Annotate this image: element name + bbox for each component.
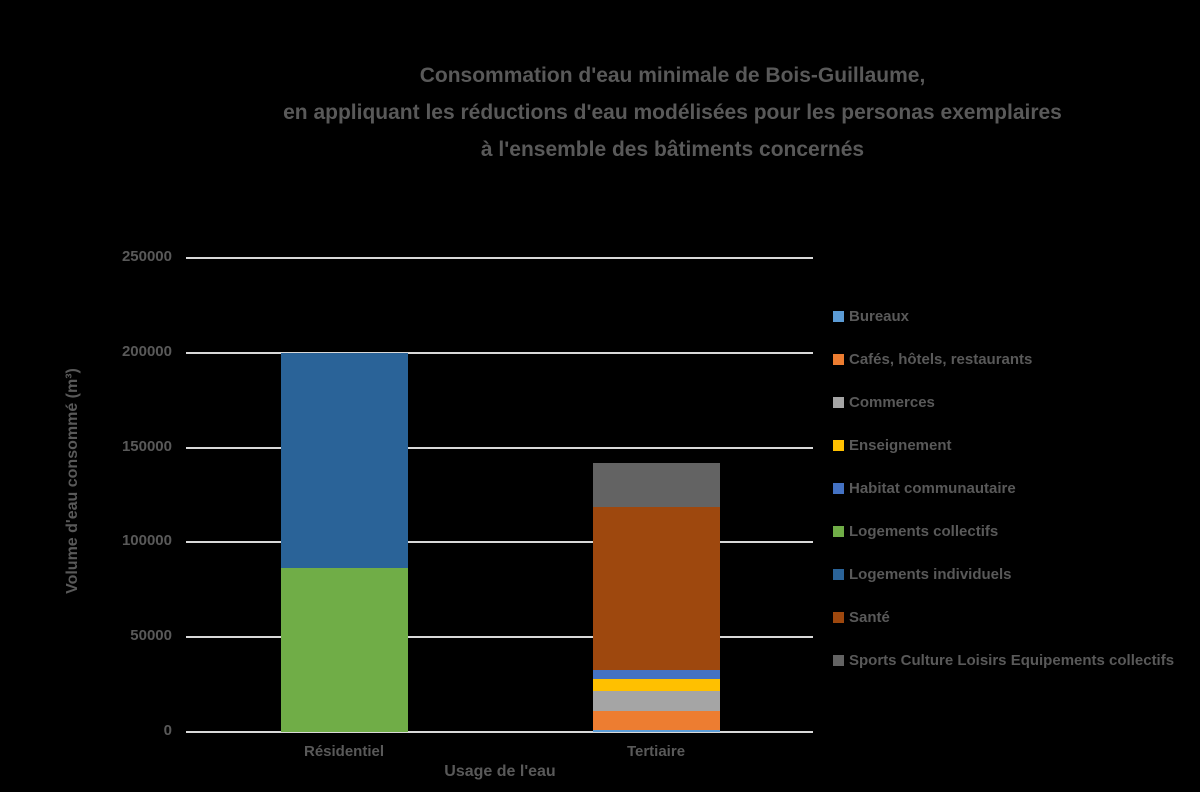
legend-swatch-icon <box>833 526 844 537</box>
y-tick-label-100000: 100000 <box>121 532 172 550</box>
x-axis-title: Usage de l'eau <box>444 763 556 780</box>
legend-label: Logements collectifs <box>849 523 999 540</box>
legend-swatch-icon <box>833 483 844 494</box>
bar-segment <box>593 679 720 692</box>
legend-swatch-icon <box>833 311 844 322</box>
legend-label: Logements individuels <box>849 566 1012 583</box>
y-axis-title: Volume d'eau consommé (m³) <box>64 368 81 594</box>
legend-item: Santé <box>833 596 1193 639</box>
bar-segment <box>593 463 720 508</box>
legend-item: Logements individuels <box>833 553 1193 596</box>
legend-swatch-icon <box>833 397 844 408</box>
legend-label: Cafés, hôtels, restaurants <box>849 351 1033 368</box>
legend-item: Cafés, hôtels, restaurants <box>833 338 1193 381</box>
legend-item: Logements collectifs <box>833 510 1193 553</box>
legend-item: Commerces <box>833 381 1193 424</box>
legend-label: Habitat communautaire <box>849 480 1016 497</box>
x-category-label-tertiaire: Tertiaire <box>626 743 686 760</box>
chart-title-line-2: en appliquant les réductions d'eau modél… <box>283 101 1062 124</box>
gridline-50000 <box>186 636 813 639</box>
legend-swatch-icon <box>833 354 844 365</box>
bar-stack-tertiaire <box>593 463 720 732</box>
legend-swatch-icon <box>833 655 844 666</box>
chart-title: Consommation d'eau minimale de Bois-Guil… <box>145 57 1200 168</box>
legend-label: Sports Culture Loisirs Equipements colle… <box>849 652 1175 669</box>
y-tick-label-50000: 50000 <box>130 627 172 645</box>
legend-item: Bureaux <box>833 295 1193 338</box>
bar-segment <box>593 691 720 711</box>
bar-segment <box>593 710 720 731</box>
y-tick-label-0: 0 <box>163 722 172 739</box>
gridline-100000 <box>186 541 813 544</box>
legend-swatch-icon <box>833 612 844 623</box>
bar-stack-r-sidentiel <box>281 352 408 732</box>
bar-segment <box>281 568 408 732</box>
y-tick-label-200000: 200000 <box>121 342 172 360</box>
legend-label: Commerces <box>849 394 935 411</box>
gridline-250000 <box>186 257 813 259</box>
chart-title-line-3: à l'ensemble des bâtiments concernés <box>480 138 865 161</box>
bar-segment <box>593 730 720 732</box>
gridline-150000 <box>186 446 813 449</box>
bar-segment <box>593 669 720 680</box>
gridline-0 <box>186 731 813 733</box>
legend-item: Sports Culture Loisirs Equipements colle… <box>833 639 1193 682</box>
legend-label: Bureaux <box>849 308 910 325</box>
legend-swatch-icon <box>833 440 844 451</box>
legend-item: Habitat communautaire <box>833 467 1193 510</box>
bar-segment <box>281 352 408 568</box>
y-tick-label-150000: 150000 <box>121 437 172 455</box>
bar-segment <box>593 507 720 670</box>
legend-label: Santé <box>849 609 890 626</box>
legend: Bureaux Cafés, hôtels, restaurants Commerc… <box>833 295 1193 682</box>
y-tick-label-250000: 250000 <box>121 248 172 265</box>
legend-label: Enseignement <box>849 437 952 454</box>
legend-swatch-icon <box>833 569 844 580</box>
legend-item: Enseignement <box>833 424 1193 467</box>
chart-title-line-1: Consommation d'eau minimale de Bois-Guil… <box>419 64 926 87</box>
gridline-200000 <box>186 351 813 354</box>
plot-area <box>186 257 813 733</box>
x-category-label-r-sidentiel: Résidentiel <box>303 743 385 760</box>
